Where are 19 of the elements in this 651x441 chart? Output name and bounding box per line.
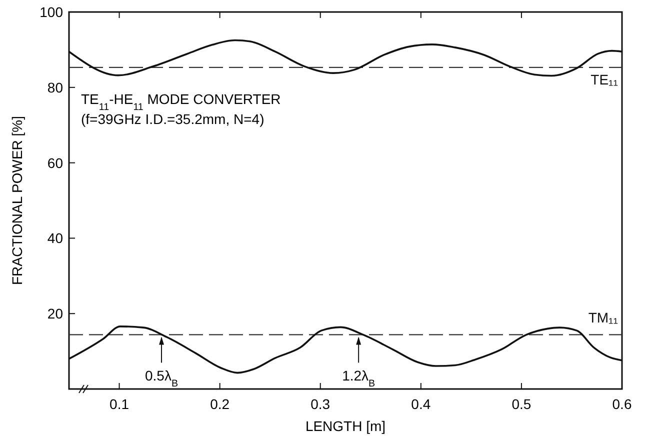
y-tick-label: 20 (47, 306, 64, 322)
x-tick-label: 0.3 (310, 396, 330, 412)
y-tick-label: 80 (47, 79, 64, 96)
x-tick-label: 0.5 (512, 396, 532, 412)
y-tick-label: 100 (40, 4, 64, 20)
series-label: TE₁₁ (590, 72, 618, 88)
x-tick-label: 0.4 (411, 396, 431, 412)
x-tick-label: 0.6 (612, 396, 632, 412)
annotation: TE$_{11}$-HE$_{11}$ MODE CONVERTER (81, 91, 281, 112)
annotation: 0.5λ$_{B}$ (144, 368, 178, 390)
x-tick-label: 0.1 (110, 396, 130, 412)
annotation: (f=39GHz I.D.=35.2mm, N=4) (81, 111, 264, 127)
y-tick-label: 60 (47, 154, 64, 171)
x-tick-label: 0.2 (210, 396, 230, 412)
series-label: TM₁₁ (588, 309, 618, 326)
annotation: 1.2λ$_{B}$ (342, 368, 376, 390)
y-tick-label: 40 (47, 230, 64, 246)
y-axis-title: FRACTIONAL POWER [%] (9, 116, 25, 286)
x-axis-title: LENGTH [m] (305, 418, 386, 434)
